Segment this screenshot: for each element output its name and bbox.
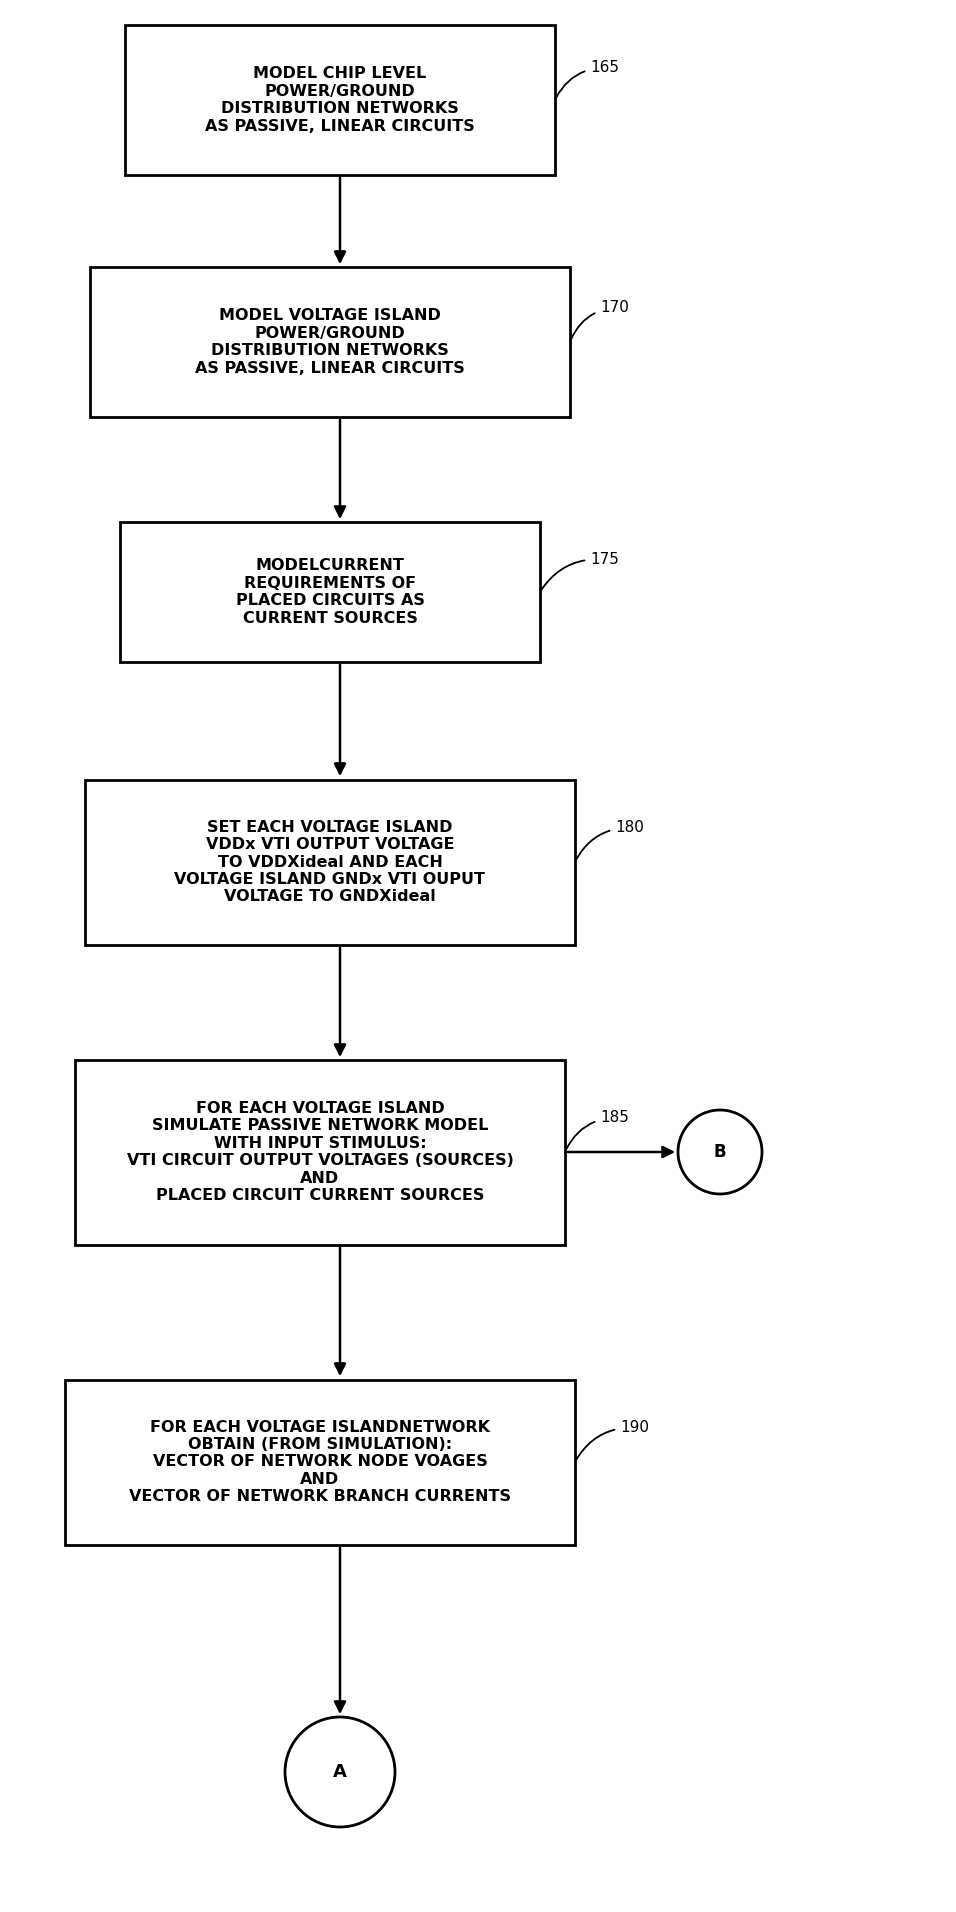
Text: 170: 170 <box>571 300 629 340</box>
Text: 185: 185 <box>566 1111 629 1149</box>
Text: B: B <box>714 1143 727 1161</box>
Ellipse shape <box>285 1717 395 1828</box>
Bar <box>120 522 540 662</box>
Text: 180: 180 <box>576 820 644 860</box>
Text: 165: 165 <box>556 59 619 98</box>
Bar <box>75 1059 565 1245</box>
Text: 190: 190 <box>576 1421 649 1459</box>
Bar <box>125 25 555 176</box>
Text: 175: 175 <box>541 553 619 589</box>
Ellipse shape <box>678 1111 762 1193</box>
Text: MODEL CHIP LEVEL
POWER/GROUND
DISTRIBUTION NETWORKS
AS PASSIVE, LINEAR CIRCUITS: MODEL CHIP LEVEL POWER/GROUND DISTRIBUTI… <box>206 67 475 134</box>
Text: MODEL VOLTAGE ISLAND
POWER/GROUND
DISTRIBUTION NETWORKS
AS PASSIVE, LINEAR CIRCU: MODEL VOLTAGE ISLAND POWER/GROUND DISTRI… <box>195 308 465 375</box>
Bar <box>90 268 570 417</box>
Bar <box>65 1379 575 1545</box>
Text: A: A <box>333 1763 347 1780</box>
Text: FOR EACH VOLTAGE ISLAND
SIMULATE PASSIVE NETWORK MODEL
WITH INPUT STIMULUS:
VTI : FOR EACH VOLTAGE ISLAND SIMULATE PASSIVE… <box>126 1101 513 1203</box>
Text: FOR EACH VOLTAGE ISLANDNETWORK
OBTAIN (FROM SIMULATION):
VECTOR OF NETWORK NODE : FOR EACH VOLTAGE ISLANDNETWORK OBTAIN (F… <box>129 1421 511 1505</box>
Text: MODELCURRENT
REQUIREMENTS OF
PLACED CIRCUITS AS
CURRENT SOURCES: MODELCURRENT REQUIREMENTS OF PLACED CIRC… <box>235 558 424 625</box>
Text: SET EACH VOLTAGE ISLAND
VDDx VTI OUTPUT VOLTAGE
TO VDDXideal AND EACH
VOLTAGE IS: SET EACH VOLTAGE ISLAND VDDx VTI OUTPUT … <box>175 820 486 904</box>
Bar <box>85 780 575 945</box>
